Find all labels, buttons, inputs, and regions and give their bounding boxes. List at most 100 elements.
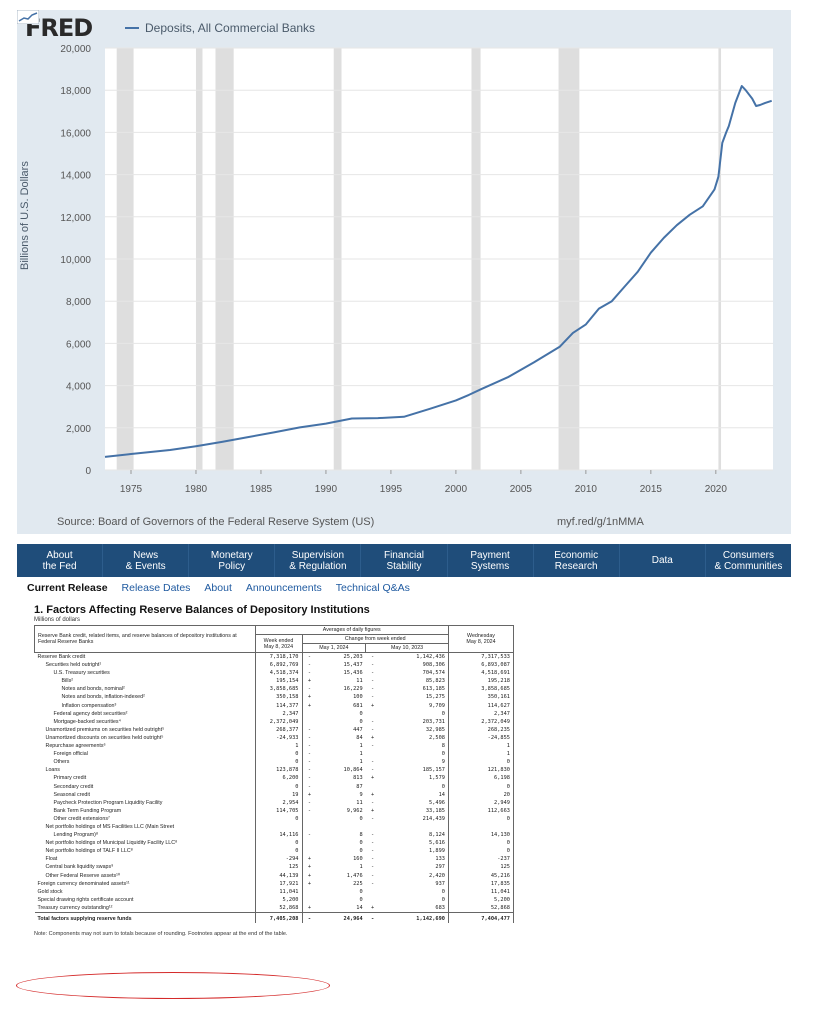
cell-sign-2: - (371, 767, 375, 774)
cell-change-2: 704,574 (422, 670, 445, 677)
cell-sign-1: - (307, 686, 312, 693)
cell-sign-2: - (371, 670, 375, 677)
cell-week-ended: 114,705 (254, 806, 303, 815)
cell-wednesday: 0 (448, 814, 514, 823)
cell-change-1: 681 (353, 702, 363, 709)
tab-current-release[interactable]: Current Release (27, 582, 108, 594)
cell-wednesday: 5,200 (448, 895, 514, 904)
cell-week-ended: 195,154 (254, 677, 303, 686)
cell-wednesday: 7,317,533 (448, 652, 514, 662)
table-row: Securities held outright¹ 6,892,769-15,43… (35, 661, 514, 670)
table-row: Treasury currency outstanding¹² 52,868 +14… (34, 903, 514, 913)
cell-sign-1: - (302, 912, 317, 924)
table-row: U.S. Treasury securities 4,518,374-15,436… (35, 669, 514, 678)
cell-change-1: 14 (316, 903, 366, 913)
nav-item-6[interactable]: Economic Research (534, 544, 620, 577)
cell-change-2: 1,142,436 (416, 654, 445, 660)
cell-sign-2: - (371, 840, 375, 847)
row-label: Paycheck Protection Program Liquidity Fa… (53, 799, 163, 806)
table-row: Gold stock 11,041 0 0 11,041 (35, 887, 514, 896)
table-row: Net portfolio holdings of Municipal Liqu… (35, 839, 514, 848)
cell-sign-2: - (371, 743, 375, 750)
cell-sign-1: + (307, 856, 312, 863)
tab-announcements[interactable]: Announcements (245, 582, 322, 594)
cell-change-1: 87 (356, 783, 363, 790)
cell-change-1: 0 (359, 896, 363, 903)
table-row: Others 0-1-9 0 (35, 758, 514, 767)
table-row: Lending Program)⁸ 14,116-8-8,124 14,130 (35, 831, 514, 840)
cell-change-2: 2,420 (429, 872, 445, 879)
row-label: Securities held outright¹ (45, 662, 102, 669)
nav-item-5[interactable]: Payment Systems (448, 544, 534, 577)
y-tick-label: 16,000 (60, 128, 91, 139)
row-label: Secondary credit (53, 783, 94, 790)
cell-change-1: 16,229 (343, 686, 363, 693)
table-row: Net portfolio holdings of TALF II LLC⁸ 0 0… (35, 847, 514, 856)
chart-short-url[interactable]: myf.red/g/1nMMA (557, 516, 644, 528)
cell-change-2 (380, 823, 449, 831)
tab-release-dates[interactable]: Release Dates (121, 582, 191, 594)
cell-change-1: 9 (359, 791, 363, 798)
x-tick-label: 2020 (705, 484, 728, 495)
cell-sign-1: + (307, 880, 312, 887)
x-tick-label: 1980 (185, 484, 208, 495)
x-tick-label: 1990 (315, 484, 338, 495)
cell-week-ended: 125 (254, 863, 303, 872)
cell-sign-2: - (371, 864, 375, 871)
cell-sign-2: - (365, 912, 380, 924)
cell-change-2: 9 (441, 759, 445, 766)
tab-technical-qas[interactable]: Technical Q&As (335, 582, 410, 594)
y-tick-label: 18,000 (60, 86, 91, 97)
cell-sign-1: - (307, 807, 312, 814)
nav-item-7[interactable]: Data (620, 544, 706, 577)
table-total-row: Total factors supplying reserve funds 7,4… (34, 912, 514, 924)
cell-sign-1: - (307, 832, 312, 839)
cell-change-2: 2,508 (429, 734, 445, 741)
cell-change-1: 11 (356, 678, 363, 685)
cell-wednesday: 268,235 (448, 725, 514, 734)
cell-week-ended: 0 (254, 839, 303, 848)
chart-legend: Deposits, All Commercial Banks (125, 21, 315, 35)
table-row: Float -294 +160 - 133 -237 (35, 855, 514, 864)
nav-item-8[interactable]: Consumers & Communities (714, 549, 783, 572)
nav-item-1[interactable]: News & Events (103, 544, 190, 577)
cell-sign-2: - (371, 726, 375, 733)
nav-item-3[interactable]: Supervision & Regulation (275, 544, 362, 577)
cell-change-2: 8 (441, 743, 445, 750)
row-label: Unamortized discounts on securities held… (45, 734, 164, 741)
nav-item-2[interactable]: Monetary Policy (189, 544, 276, 577)
cell-sign-1 (302, 896, 317, 904)
cell-change-2: 203,731 (422, 718, 445, 725)
cell-change-1: 225 (353, 880, 363, 887)
nav-item-0[interactable]: About the Fed (17, 544, 104, 577)
cell-change-1: 0 (359, 718, 363, 725)
cell-sign-1: - (307, 743, 312, 750)
cell-change-2: 0 (441, 783, 445, 790)
chart-plot[interactable]: 0 2,000 4,000 6,000 8,000 10,000 12,000 14,000 1… (17, 10, 791, 534)
cell-week-ended: 0 (254, 750, 303, 759)
cell-sign-2: - (371, 654, 375, 660)
fred-chart-panel: FRED Deposits, All Commercial Banks Bill… (17, 10, 791, 534)
cell-sign-1: - (307, 734, 312, 741)
cell-change-1: 25,203 (343, 654, 363, 660)
tab-about[interactable]: About (204, 582, 232, 594)
cell-week-ended: 7,405,208 (254, 912, 303, 924)
table-row: Other credit extensions⁷ 0 0-214,439 0 (35, 814, 514, 823)
cell-change-2: 0 (441, 888, 445, 895)
cell-sign-2: - (371, 678, 375, 685)
cell-week-ended: 0 (254, 847, 303, 856)
cell-sign-1: + (307, 678, 312, 685)
cell-wednesday: 14,130 (448, 831, 514, 840)
row-label: Others (53, 759, 70, 766)
cell-change-2: 5,616 (429, 840, 445, 847)
cell-wednesday: 11,041 (448, 887, 514, 896)
cell-sign-1: + (307, 702, 312, 709)
cell-sign-2 (366, 888, 380, 896)
cell-wednesday: 112,663 (448, 806, 514, 815)
cell-sign-1 (302, 815, 317, 823)
y-tick-label: 20,000 (60, 44, 91, 55)
nav-item-4[interactable]: Financial Stability (361, 544, 448, 577)
fed-main-nav: About the Fed News & Events Monetary Polic… (17, 544, 791, 577)
row-label: Lending Program)⁸ (53, 832, 99, 839)
x-tick-label: 2005 (510, 484, 533, 495)
